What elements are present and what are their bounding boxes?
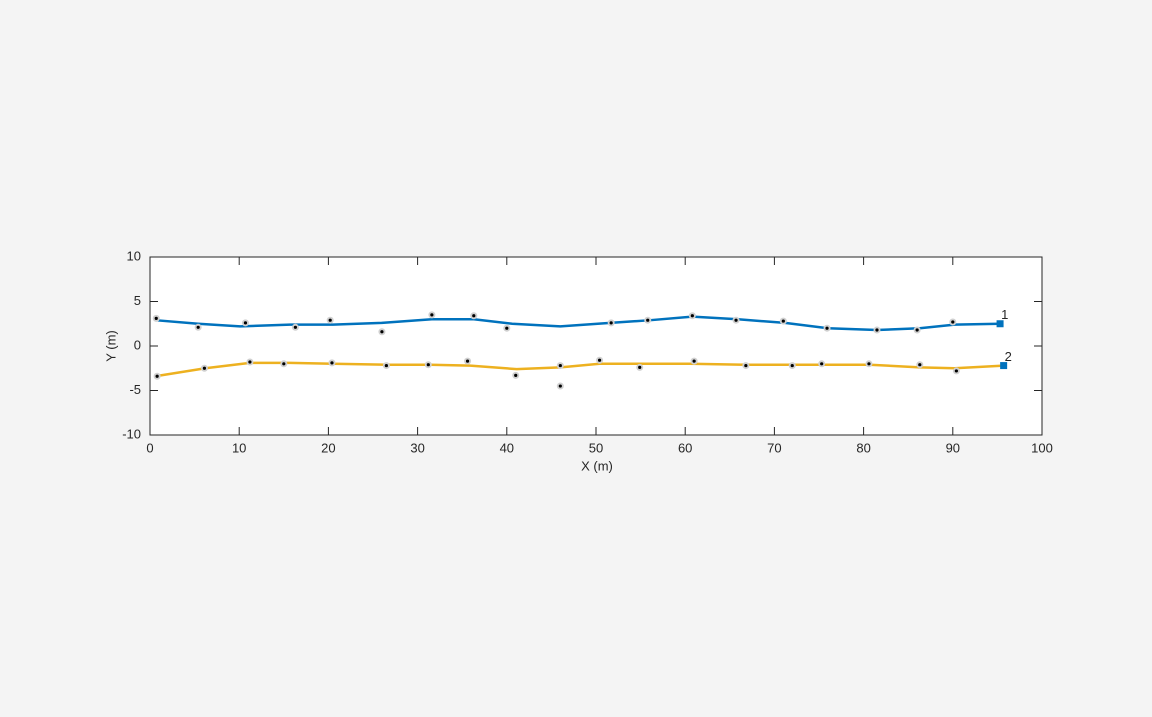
x-axis-label: X (m) — [581, 458, 613, 473]
detection — [867, 362, 871, 366]
track-line — [155, 361, 1004, 378]
detection — [638, 365, 642, 369]
y-tick-label: -5 — [129, 382, 141, 397]
y-axis-label: Y (m) — [103, 330, 118, 362]
detection — [293, 325, 297, 329]
detection — [918, 363, 922, 367]
track-label: 2 — [1005, 349, 1012, 364]
detection — [875, 328, 879, 332]
y-tick-label: 0 — [134, 337, 141, 352]
detection — [430, 313, 434, 317]
x-tick-label: 30 — [410, 440, 424, 455]
detection — [243, 321, 248, 325]
detection — [505, 326, 509, 330]
detection — [692, 359, 696, 363]
y-tick-label: 10 — [127, 248, 141, 263]
detection — [196, 325, 200, 329]
x-tick-label: 10 — [232, 440, 246, 455]
x-tick-label: 40 — [500, 440, 514, 455]
x-tick-label: 60 — [678, 440, 692, 455]
plot-area — [150, 257, 1042, 435]
detection — [820, 362, 824, 366]
detection — [558, 363, 562, 368]
detection — [597, 358, 602, 362]
detection — [465, 359, 470, 363]
detection — [734, 318, 738, 322]
detection — [155, 374, 159, 378]
x-tick-label: 0 — [146, 440, 153, 455]
track-label: 1 — [1001, 307, 1008, 322]
x-tick-label: 50 — [589, 440, 603, 455]
x-tick-label: 100 — [1031, 440, 1053, 455]
detection — [472, 314, 476, 318]
detection — [282, 362, 286, 366]
detection — [825, 326, 829, 330]
detection — [790, 363, 794, 368]
x-tick-label: 70 — [767, 440, 781, 455]
y-tick-label: 5 — [134, 293, 141, 308]
detection — [330, 361, 334, 365]
detection — [248, 360, 252, 364]
detection — [328, 318, 332, 322]
detection — [951, 320, 955, 324]
x-tick-label: 80 — [856, 440, 870, 455]
axes-box — [149, 256, 1043, 436]
detection — [514, 373, 518, 377]
detection — [609, 321, 613, 325]
track-head — [996, 320, 1004, 328]
detection — [744, 363, 748, 368]
detection — [558, 384, 562, 388]
x-tick-label: 90 — [946, 440, 960, 455]
detection — [646, 318, 650, 322]
detection — [781, 319, 785, 323]
y-tick-label: -10 — [122, 426, 141, 441]
detection — [690, 314, 694, 318]
detection — [202, 366, 207, 370]
detection — [380, 330, 384, 334]
track-head — [1000, 362, 1008, 370]
detection — [384, 363, 388, 368]
detection — [954, 369, 958, 373]
x-tick-label: 20 — [321, 440, 335, 455]
detection — [915, 328, 919, 332]
detection — [154, 316, 158, 321]
detection — [426, 363, 430, 367]
